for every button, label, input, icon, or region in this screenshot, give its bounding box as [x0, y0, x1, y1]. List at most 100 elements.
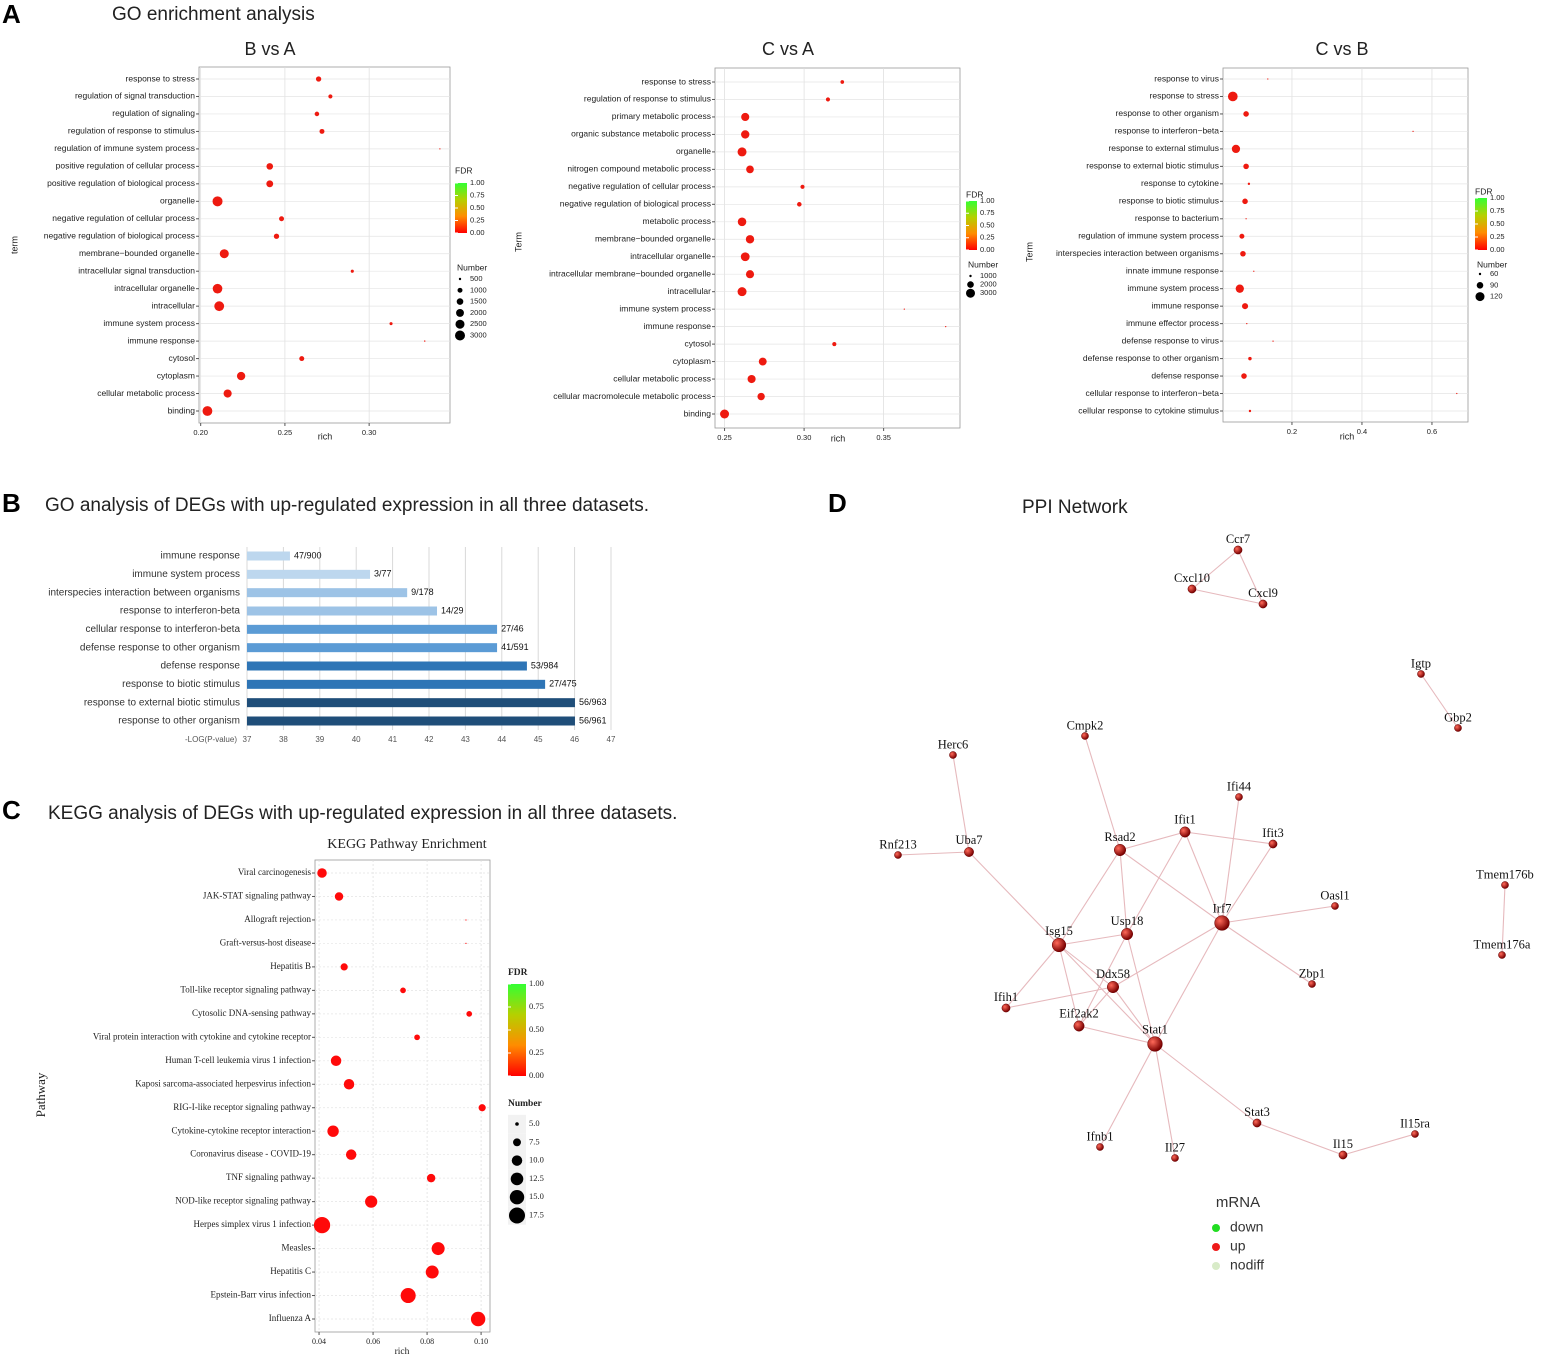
- node-label: Ifnb1: [1086, 1129, 1113, 1143]
- size-label: 1500: [470, 297, 487, 306]
- dot: [740, 252, 750, 262]
- dot: [745, 235, 755, 244]
- node: [1308, 980, 1316, 988]
- size-key: [456, 298, 464, 305]
- y-tick-label: cytoplasm: [157, 370, 195, 380]
- y-tick-label: negative regulation of cellular process: [52, 213, 195, 223]
- dot: [1272, 340, 1274, 342]
- size-key: [510, 1172, 524, 1186]
- y-tick-label: defense response: [1151, 370, 1219, 380]
- dot: [426, 1173, 436, 1183]
- dot: [1412, 130, 1414, 133]
- dot: [1243, 163, 1249, 170]
- node: [1498, 951, 1506, 959]
- dot: [219, 249, 229, 259]
- colorbar-label: 0.25: [470, 215, 485, 224]
- x-axis-label: -LOG(P-value): [185, 735, 237, 744]
- y-tick-label: regulation of response to stimulus: [68, 126, 195, 136]
- node-label: Rsad2: [1104, 830, 1135, 844]
- x-tick-label: 37: [243, 735, 252, 744]
- x-tick-label: 38: [279, 735, 288, 744]
- bar: [247, 716, 575, 726]
- size-key: [515, 1122, 519, 1126]
- y-tick-label: Coronavirus disease - COVID-19: [190, 1149, 311, 1159]
- dot: [1248, 409, 1252, 413]
- dot: [414, 1034, 420, 1041]
- bar: [247, 679, 546, 689]
- dot: [317, 868, 327, 878]
- bar: [247, 588, 408, 598]
- dot: [466, 1010, 473, 1017]
- chart-title: B vs A: [244, 39, 295, 59]
- edge: [1058, 933, 1128, 946]
- node-label: Ifit3: [1262, 826, 1284, 840]
- node: [1235, 793, 1243, 801]
- size-label: 12.5: [529, 1173, 544, 1183]
- panel-label: D: [828, 488, 847, 518]
- y-tick-label: Viral carcinogenesis: [238, 867, 312, 877]
- node-label: Herc6: [938, 737, 969, 751]
- size-key: [509, 1189, 525, 1205]
- edge: [1005, 944, 1060, 1009]
- node: [1187, 584, 1197, 594]
- x-tick-label: 39: [315, 735, 324, 744]
- node: [1147, 1036, 1163, 1052]
- bar: [247, 643, 498, 653]
- size-key: [456, 308, 464, 317]
- dot: [720, 409, 730, 419]
- colorbar-label: 0.25: [1490, 232, 1505, 241]
- size-key: [513, 1138, 521, 1147]
- edge: [1221, 796, 1240, 924]
- edge: [1221, 843, 1274, 924]
- colorbar-label: 1.00: [470, 178, 485, 187]
- y-tick-label: regulation of response to stimulus: [584, 94, 711, 104]
- colorbar-label: 0.50: [1490, 219, 1505, 228]
- dot: [350, 269, 354, 273]
- dot: [214, 301, 225, 312]
- dot: [903, 308, 905, 310]
- dot: [340, 963, 348, 971]
- node: [964, 847, 974, 857]
- dot-chart: 0.20 0.25 0.30 response to stress regulation…: [9, 39, 487, 442]
- node-label: Ifih1: [994, 990, 1018, 1004]
- y-tick-label: cellular metabolic process: [97, 388, 195, 398]
- node-label: Ddx58: [1096, 967, 1130, 981]
- x-tick-label: 0.4: [1357, 427, 1367, 436]
- x-tick-label: 40: [352, 735, 361, 744]
- bar-annotation: 14/29: [441, 605, 464, 615]
- x-tick-label: 0.06: [366, 1337, 380, 1346]
- dot: [343, 1079, 355, 1090]
- dot: [1235, 284, 1244, 293]
- panel-heading: GO enrichment analysis: [112, 4, 315, 25]
- y-tick-label: Measles: [282, 1243, 312, 1253]
- dot: [273, 233, 280, 239]
- colorbar-label: 0.00: [1490, 245, 1505, 254]
- bar-annotation: 53/984: [531, 660, 559, 670]
- y-tick-label: response to virus: [1154, 73, 1219, 83]
- y-tick-label: binding: [684, 408, 712, 418]
- dot: [389, 322, 393, 326]
- bar-annotation: 47/900: [294, 550, 322, 560]
- size-label: 3000: [980, 288, 997, 297]
- y-tick-label: response to stress: [126, 73, 195, 83]
- x-tick-label: 0.6: [1427, 427, 1437, 436]
- node: [1107, 981, 1119, 993]
- node: [1073, 1020, 1085, 1032]
- x-axis-label: rich: [318, 431, 333, 441]
- node: [1258, 599, 1268, 609]
- dot-chart: 0.2 0.4 0.6 response to virus response to st…: [1024, 39, 1507, 442]
- y-tick-label: defense response: [160, 661, 240, 672]
- dot: [1239, 233, 1245, 239]
- bar-annotation: 56/963: [579, 697, 607, 707]
- edge: [1191, 549, 1239, 590]
- y-tick-label: cytosol: [685, 338, 712, 348]
- edge: [1078, 1025, 1156, 1045]
- node-label: Eif2ak2: [1059, 1007, 1099, 1021]
- dot: [797, 202, 802, 207]
- dot: [345, 1149, 357, 1160]
- dot: [800, 184, 805, 189]
- panel-heading: KEGG analysis of DEGs with up-regulated …: [48, 803, 677, 824]
- y-tick-label: regulation of immune system process: [1078, 231, 1219, 241]
- colorbar-label: 0.00: [470, 228, 485, 237]
- node-label: Ifit1: [1174, 813, 1196, 827]
